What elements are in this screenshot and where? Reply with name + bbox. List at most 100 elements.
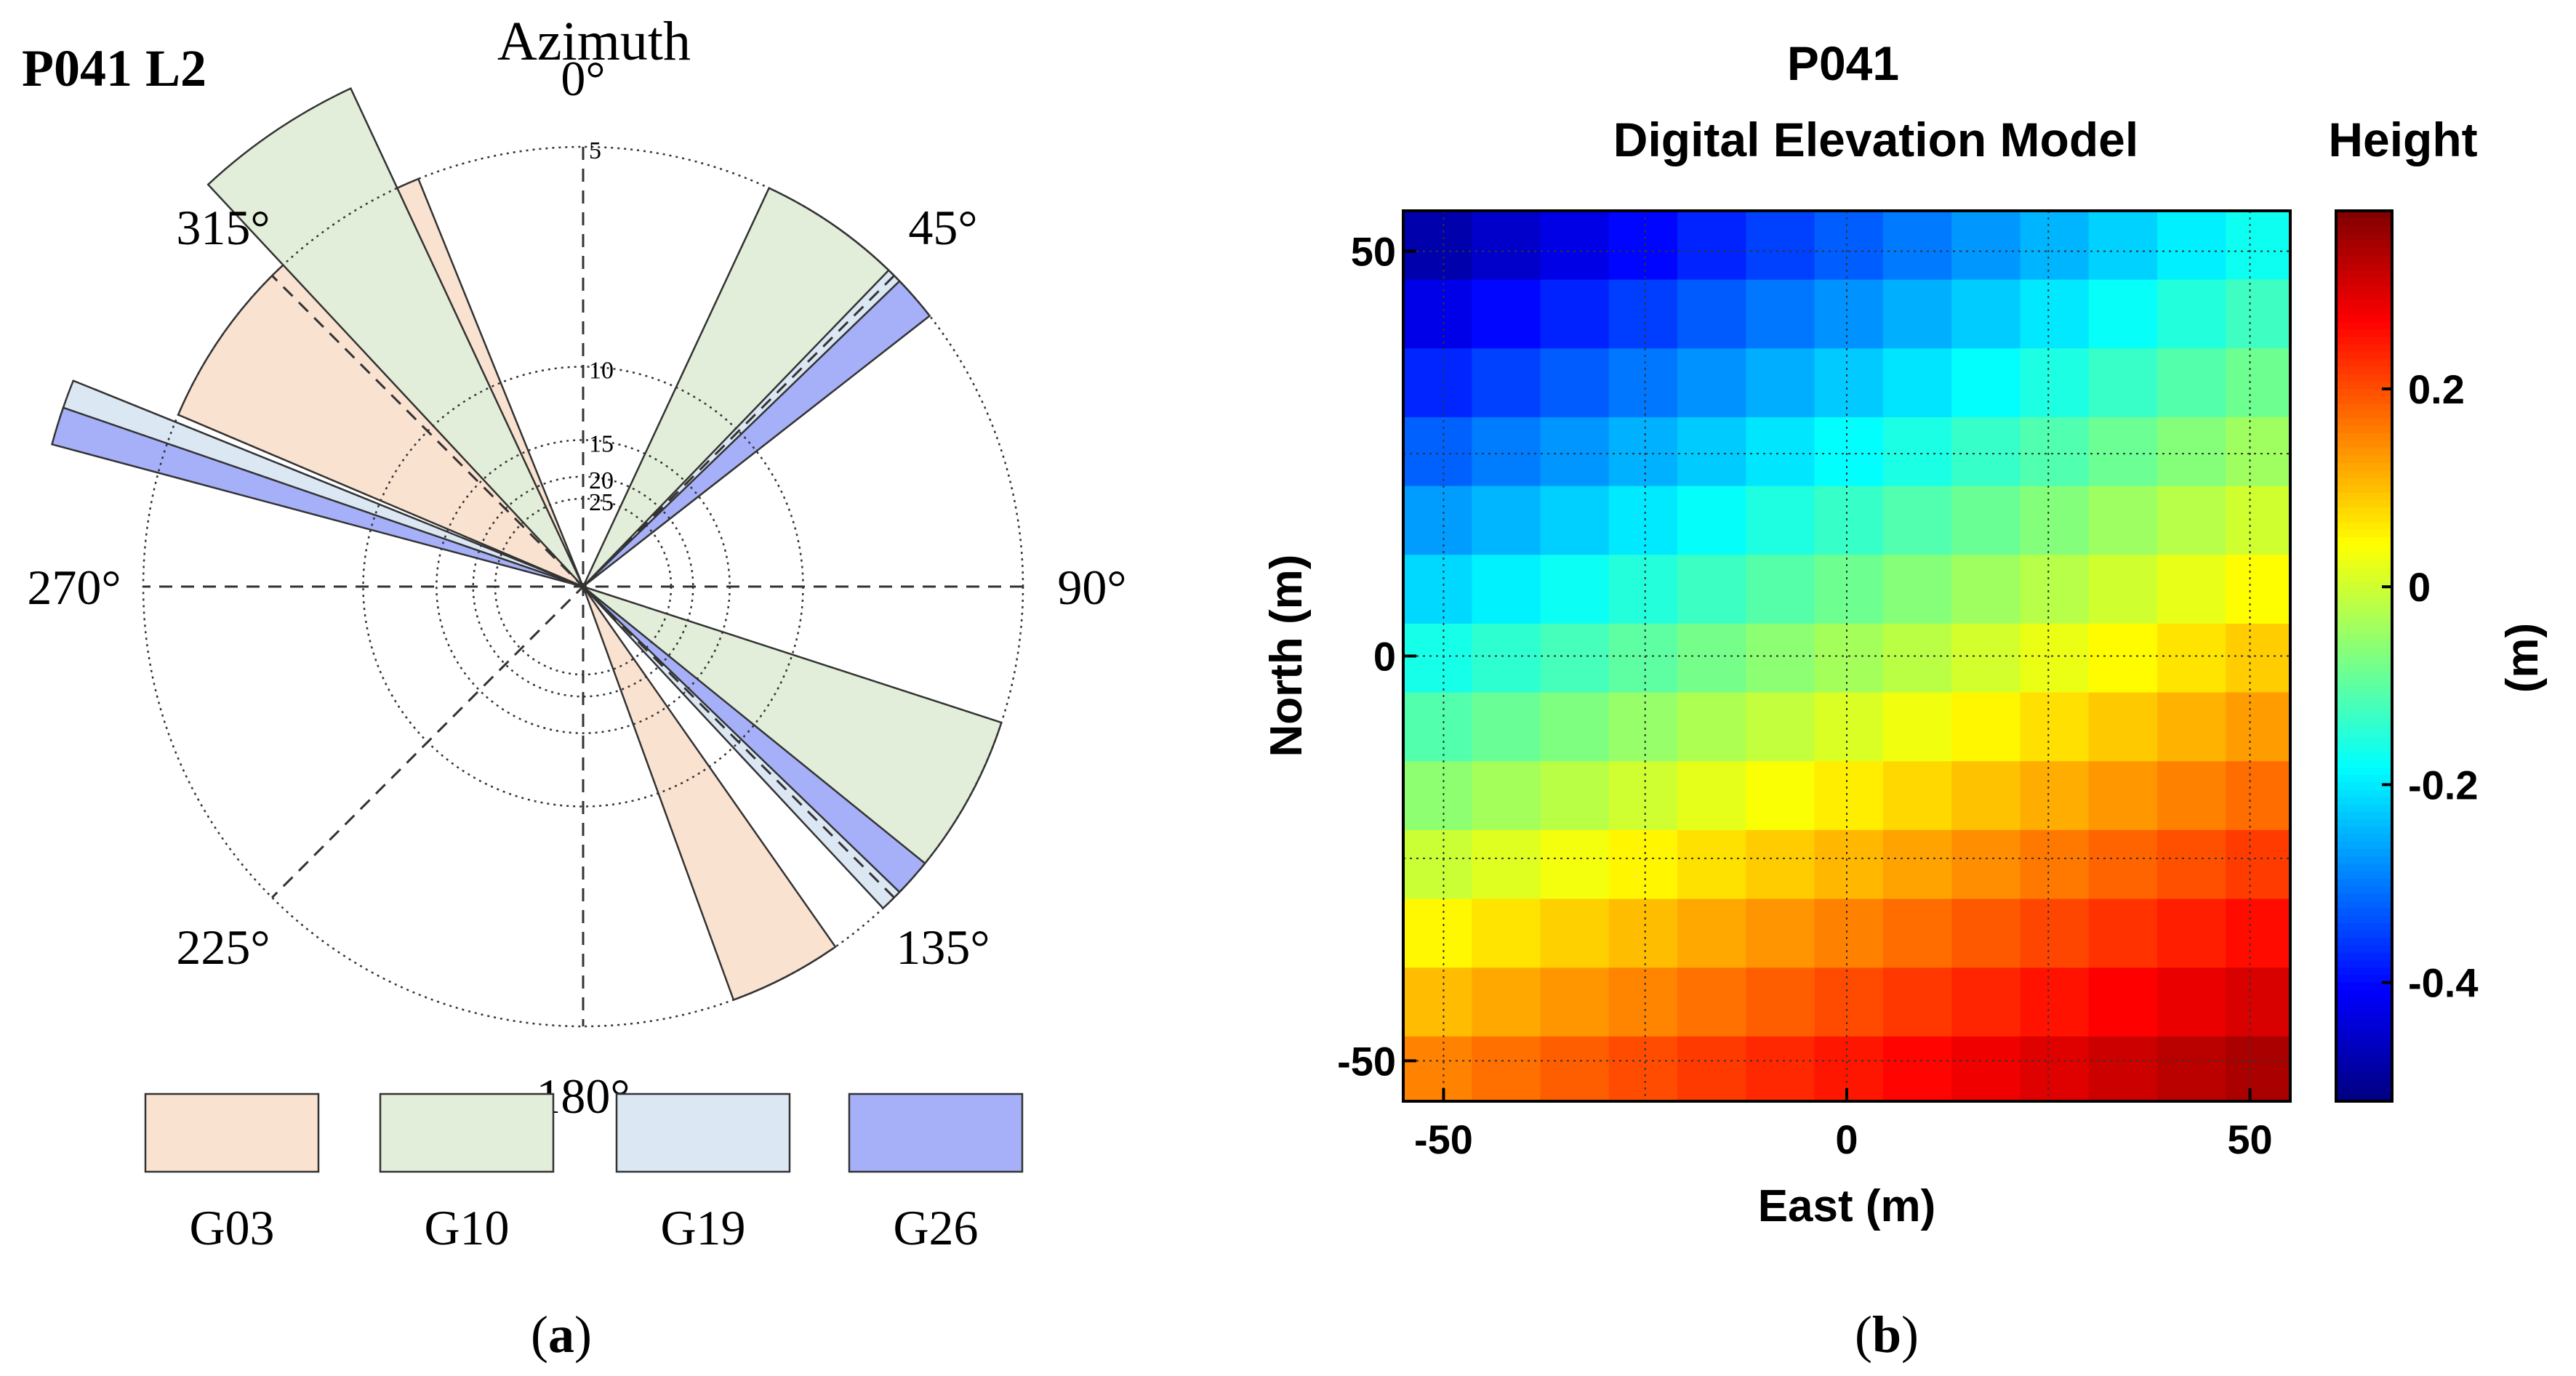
heatmap-cell [1472, 279, 1541, 349]
angle-label-45: 45° [908, 200, 977, 255]
heatmap-cell [1746, 348, 1815, 418]
colorbar-step [2336, 396, 2392, 405]
heatmap-cell [1882, 279, 1952, 349]
colorbar-step [2336, 885, 2392, 894]
heatmap-cell [2020, 761, 2090, 831]
heatmap-cell [1882, 829, 1952, 900]
heatmap-cell [1403, 898, 1472, 968]
wedge-g10-0 [206, 86, 585, 587]
heatmap-cell [2226, 898, 2291, 968]
heatmap-cell [2020, 829, 2090, 900]
heatmap-cell [2020, 348, 2090, 418]
colorbar-step [2336, 470, 2392, 479]
heatmap-cell [1814, 692, 1884, 762]
colorbar-step [2336, 819, 2392, 828]
legend-label-g10: G10 [424, 1200, 509, 1255]
heatmap-cell [1608, 417, 1678, 487]
heatmap-cell [1540, 417, 1610, 487]
colorbar-step [2336, 211, 2392, 220]
heatmap-cell [1746, 967, 1815, 1037]
angle-label-0: 0° [561, 51, 605, 106]
angle-label-135: 135° [896, 920, 990, 975]
caption-b: (b) [1855, 1305, 1919, 1364]
radial-label-10: 10 [589, 358, 614, 385]
heatmap-cell [1540, 624, 1610, 693]
colorbar-step [2336, 626, 2392, 635]
heatmap-cell [1540, 692, 1610, 762]
heatmap-cell [1677, 555, 1746, 624]
heatmap-cell [2088, 486, 2158, 555]
colorbar-tick-label: -0.2 [2408, 762, 2479, 808]
colorbar-step [2336, 901, 2392, 909]
caption-a: (a) [531, 1305, 592, 1364]
legend-label-g26: G26 [893, 1200, 978, 1255]
colorbar-step [2336, 314, 2392, 323]
legend: G03 G10 G19 G26 [144, 1093, 1024, 1255]
heatmap-cell [1540, 555, 1610, 624]
colorbar-step [2336, 693, 2392, 701]
heatmap-cell [1608, 486, 1678, 555]
colorbar-step [2336, 915, 2392, 924]
colorbar-step [2336, 567, 2392, 576]
heatmap-cell [2226, 486, 2291, 555]
colorbar-step [2336, 893, 2392, 902]
heatmap-cell [1677, 967, 1746, 1037]
colorbar-step [2336, 707, 2392, 716]
heatmap-cell [2226, 624, 2291, 693]
colorbar-step [2336, 967, 2392, 976]
colorbar-step [2336, 374, 2392, 382]
heatmap-cell [1540, 279, 1610, 349]
colorbar-step [2336, 544, 2392, 553]
heatmap-cell [2020, 1036, 2090, 1102]
heatmap-cell [2088, 761, 2158, 831]
heatmap-cell [1814, 624, 1884, 693]
colorbar-step [2336, 700, 2392, 709]
colorbar-step [2336, 745, 2392, 754]
colorbar-step [2336, 975, 2392, 983]
heatmap-cell [1540, 761, 1610, 831]
colorbar-step [2336, 270, 2392, 278]
heatmap-cell [1951, 555, 2021, 624]
heatmap-cell [1882, 555, 1952, 624]
heatmap-cell [1472, 1036, 1541, 1102]
colorbar-step [2336, 433, 2392, 442]
heatmap-cell [2157, 211, 2226, 281]
heatmap-cell [1677, 348, 1746, 418]
heatmap-cell [1814, 555, 1884, 624]
colorbar-step [2336, 730, 2392, 739]
colorbar-step [2336, 760, 2392, 768]
wedge-layer [50, 86, 1003, 1002]
heatmap-cell [2226, 417, 2291, 487]
heatmap-cell [1951, 898, 2021, 968]
colorbar-step [2336, 656, 2392, 664]
y-tick-label: 50 [1351, 229, 1396, 275]
heatmap-cell [1814, 967, 1884, 1037]
colorbar-step [2336, 908, 2392, 917]
heatmap-cell [1882, 967, 1952, 1037]
colorbar-step [2336, 1093, 2392, 1102]
heatmap-cell [2088, 555, 2158, 624]
heatmap-cell [1472, 486, 1541, 555]
heatmap-cell [1472, 348, 1541, 418]
heatmap-cell [1677, 279, 1746, 349]
heatmap-cell [1746, 211, 1815, 281]
heatmap-cell [2157, 1036, 2226, 1102]
heatmap-cell [1746, 624, 1815, 693]
heatmap-cell [1814, 211, 1884, 281]
colorbar-tick-label: 0.2 [2408, 366, 2465, 412]
heatmap-cell [2020, 624, 2090, 693]
heatmap-cell [1951, 967, 2021, 1037]
heatmap-cell [1403, 624, 1472, 693]
colorbar-step [2336, 574, 2392, 583]
heatmap-cell [1608, 624, 1678, 693]
heatmap-cell [1746, 761, 1815, 831]
legend-label-g03: G03 [189, 1200, 274, 1255]
heatmap-cell [1746, 829, 1815, 900]
colorbar-step [2336, 277, 2392, 286]
colorbar-step [2336, 255, 2392, 264]
heatmap-cell [2020, 692, 2090, 762]
heatmap-cell [1472, 761, 1541, 831]
colorbar-step [2336, 299, 2392, 308]
colorbar-step [2336, 878, 2392, 887]
colorbar-step [2336, 797, 2392, 805]
